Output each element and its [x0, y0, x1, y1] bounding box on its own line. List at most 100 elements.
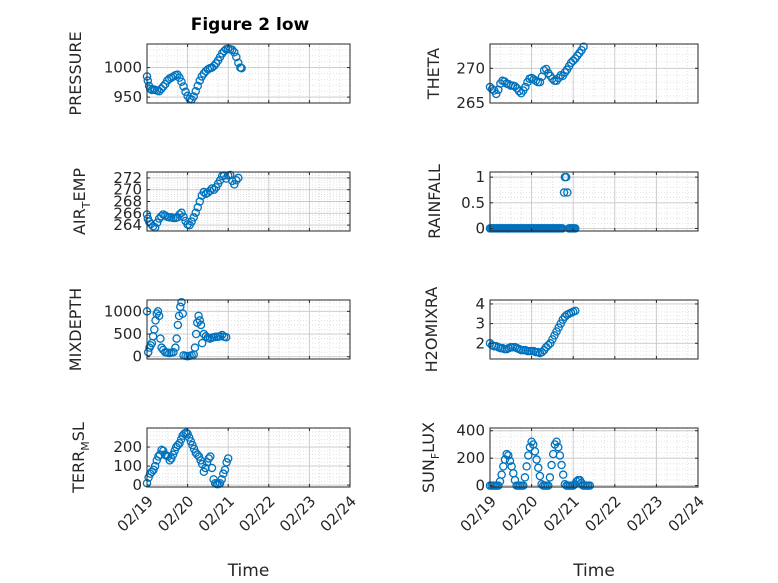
- data-point: [199, 187, 209, 197]
- y-axis-label: TERRMSL: [69, 422, 92, 494]
- data-point: [150, 325, 159, 334]
- data-point: [167, 454, 176, 463]
- data-point: [585, 481, 595, 490]
- data-point: [156, 211, 166, 221]
- data-point: [194, 311, 203, 321]
- data-point: [196, 320, 206, 330]
- data-point: [205, 186, 215, 196]
- data-point: [217, 330, 227, 340]
- y-tick-label: 2: [475, 334, 485, 352]
- data-point: [149, 465, 158, 475]
- data-point: [494, 481, 503, 490]
- data-point: [559, 188, 569, 197]
- data-point: [519, 481, 528, 490]
- x-axis-label: Time: [227, 561, 270, 581]
- data-point: [502, 449, 511, 459]
- y-axis-label: H2OMIXRA: [422, 287, 441, 373]
- data-point: [172, 334, 181, 343]
- x-tick-label: 02/23: [623, 492, 666, 535]
- data-point: [177, 298, 186, 307]
- plot-area: [490, 172, 698, 231]
- axes-box: [146, 299, 351, 360]
- y-tick-label: 950: [113, 88, 142, 106]
- x-tick-label: 02/22: [581, 492, 624, 535]
- x-tick-label: 02/19: [457, 492, 500, 535]
- data-point: [150, 461, 160, 471]
- data-point: [153, 307, 163, 316]
- data-point: [543, 340, 553, 350]
- x-tick-label: 02/20: [498, 492, 541, 535]
- data-point: [545, 473, 555, 482]
- data-point: [179, 82, 188, 91]
- y-tick-label: 270: [456, 59, 485, 77]
- y-axis-label: AIRTEMP: [70, 168, 93, 235]
- axes-box: [146, 43, 351, 104]
- data-point: [571, 306, 580, 316]
- data-point: [189, 92, 198, 101]
- y-tick-label: 0: [132, 348, 142, 366]
- data-point: [531, 76, 541, 86]
- data-point: [191, 86, 200, 96]
- y-axis-label: PRESSURE: [66, 31, 85, 115]
- data-point: [541, 64, 551, 74]
- data-point: [232, 52, 241, 62]
- y-tick-label: 200: [113, 438, 142, 456]
- data-point: [547, 460, 556, 470]
- panel-pressure: 950 1000 PRESSURE: [66, 31, 351, 116]
- figure-title: Figure 2 low: [191, 15, 310, 35]
- data-point: [563, 188, 572, 197]
- y-tick-label: 266: [113, 204, 142, 222]
- data-point: [158, 82, 168, 91]
- data-point: [555, 451, 565, 460]
- data-point: [193, 81, 202, 91]
- data-point: [561, 172, 571, 182]
- data-point: [190, 343, 200, 352]
- y-tick-label: 100: [113, 457, 142, 475]
- data-point: [510, 82, 520, 91]
- data-point: [204, 454, 213, 463]
- data-point: [222, 458, 231, 467]
- panel-h2omixra: 23 4 H2OMIXRA: [422, 287, 699, 373]
- data-point: [557, 460, 566, 470]
- y-tick-label: 270: [113, 181, 142, 199]
- data-point: [193, 203, 202, 212]
- y-tick-label: 4: [475, 295, 485, 313]
- data-point: [179, 212, 188, 222]
- data-point: [189, 213, 198, 222]
- panel-theta: 265 270 THETA: [424, 42, 699, 112]
- x-axis-label: Time: [572, 561, 615, 581]
- x-tick-label: 02/22: [235, 492, 278, 535]
- y-tick-label: 200: [456, 449, 485, 467]
- data-point: [230, 48, 239, 57]
- data-point: [154, 311, 164, 321]
- data-point: [225, 170, 235, 180]
- y-tick-label: 400: [456, 422, 485, 440]
- data-point: [532, 455, 541, 464]
- x-tick-label: 02/20: [154, 492, 197, 535]
- axes-box: [146, 427, 351, 488]
- data-point: [220, 465, 230, 475]
- data-point: [520, 473, 530, 482]
- data-point: [171, 343, 180, 352]
- x-tick-label: 02/24: [317, 492, 360, 535]
- data-point: [181, 87, 190, 97]
- x-tick-label: 02/24: [665, 492, 708, 535]
- data-point: [579, 42, 588, 52]
- plot-area: [147, 428, 350, 487]
- data-point: [530, 447, 540, 456]
- y-axis-label: SUNFLUX: [419, 422, 442, 493]
- data-point: [209, 185, 219, 194]
- data-point: [232, 176, 241, 185]
- y-tick-label: 1000: [104, 59, 142, 77]
- data-point: [201, 332, 211, 341]
- axes-box: [489, 43, 699, 104]
- data-point: [195, 316, 205, 325]
- data-point: [177, 208, 186, 217]
- y-tick-label: 265: [456, 94, 485, 112]
- y-tick-label: 264: [113, 216, 142, 234]
- data-point: [156, 334, 165, 343]
